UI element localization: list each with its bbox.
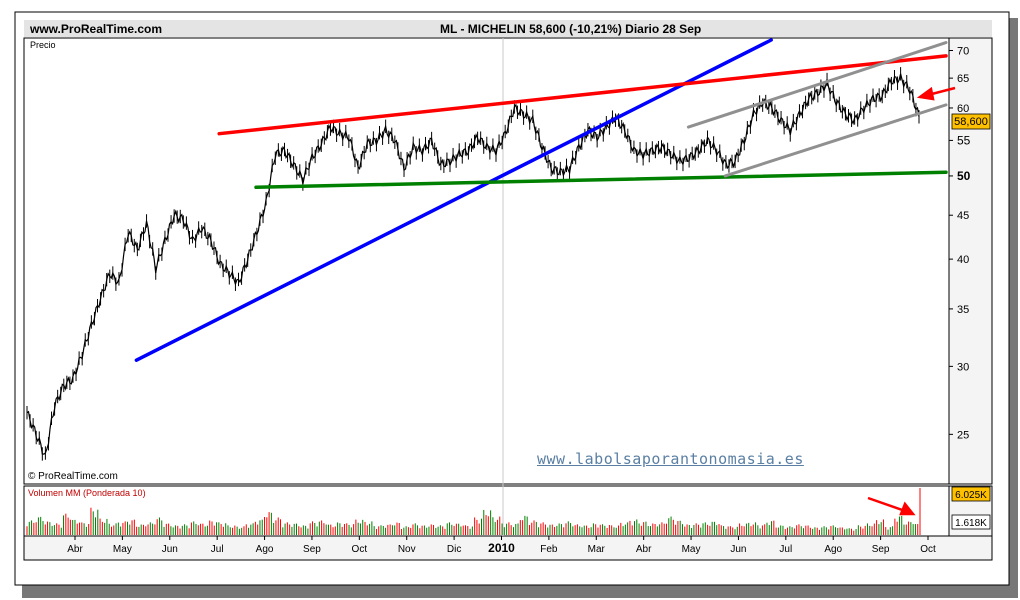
arrow-price-annotation	[916, 86, 956, 101]
volume-high-value: 6.025K	[955, 490, 987, 501]
x-tick-label: Sep	[872, 544, 890, 555]
x-tick-label: Ago	[256, 544, 274, 555]
volume-avg-value: 1.618K	[955, 518, 987, 529]
x-tick-label: Oct	[352, 544, 368, 555]
x-tick-label: May	[113, 544, 132, 555]
last-price-value: 58,600	[954, 116, 988, 128]
y-tick-label: 70	[957, 46, 969, 58]
volume-panel-label: Volumen MM (Ponderada 10)	[28, 488, 146, 498]
copyright-label: © ProRealTime.com	[28, 471, 118, 482]
volume-high-badge: 6.025K	[951, 486, 991, 502]
x-tick-label: Jun	[730, 544, 746, 555]
y-tick-label: 55	[957, 133, 971, 147]
x-tick-label: Abr	[67, 544, 83, 555]
watermark-link[interactable]: www.labolsaporantonomasia.es	[537, 450, 804, 468]
y-tick-label: 50	[957, 169, 971, 183]
x-tick-label: Mar	[588, 544, 606, 555]
x-tick-label: Dic	[447, 544, 461, 555]
y-tick-label: 35	[957, 304, 969, 316]
x-tick-label: Ago	[824, 544, 842, 555]
last-price-badge: 58,600	[951, 113, 991, 130]
price-panel-label: Precio	[30, 40, 56, 50]
x-axis-strip	[23, 535, 993, 561]
volume-avg-badge: 1.618K	[951, 514, 991, 530]
y-tick-label: 30	[957, 361, 969, 373]
trendline-resistance	[217, 54, 948, 136]
chart-title: ML - MICHELIN 58,600 (-10,21%) Diario 28…	[440, 22, 702, 36]
y-tick-label: 40	[957, 254, 969, 266]
x-tick-label: May	[682, 544, 701, 555]
x-tick-label: Nov	[398, 544, 416, 555]
x-tick-label: Jul	[779, 544, 792, 555]
x-tick-label: Jul	[211, 544, 224, 555]
site-label: www.ProRealTime.com	[30, 22, 163, 36]
price-y-ticks: 25 30 35 40 45 50 55 60 65 70	[949, 46, 971, 441]
x-tick-label: 2010	[488, 541, 515, 555]
y-tick-label: 45	[957, 210, 969, 222]
x-tick-label: Oct	[920, 544, 936, 555]
x-tick-label: Feb	[540, 544, 558, 555]
x-tick-label: Abr	[636, 544, 652, 555]
trendline-support	[254, 170, 948, 190]
trendline-channel-upper	[686, 41, 948, 129]
y-tick-label: 25	[957, 429, 969, 441]
trendline-channel-lower	[723, 103, 948, 178]
x-tick-label: Sep	[303, 544, 321, 555]
price-axis	[948, 37, 993, 485]
y-tick-label: 65	[957, 73, 969, 85]
volume-bars	[26, 488, 921, 535]
trendline-uptrend	[134, 38, 773, 362]
trendlines	[134, 38, 948, 362]
arrow-volume-annotation	[867, 496, 916, 516]
price-line	[26, 73, 920, 455]
y-tick-label: 60	[957, 103, 969, 115]
date-x-ticks: Abr May Jun Jul Ago Sep Oct Nov Dic 2010 Feb Mar Abr…	[67, 536, 936, 555]
header-bar	[24, 20, 992, 37]
x-tick-label: Jun	[162, 544, 178, 555]
